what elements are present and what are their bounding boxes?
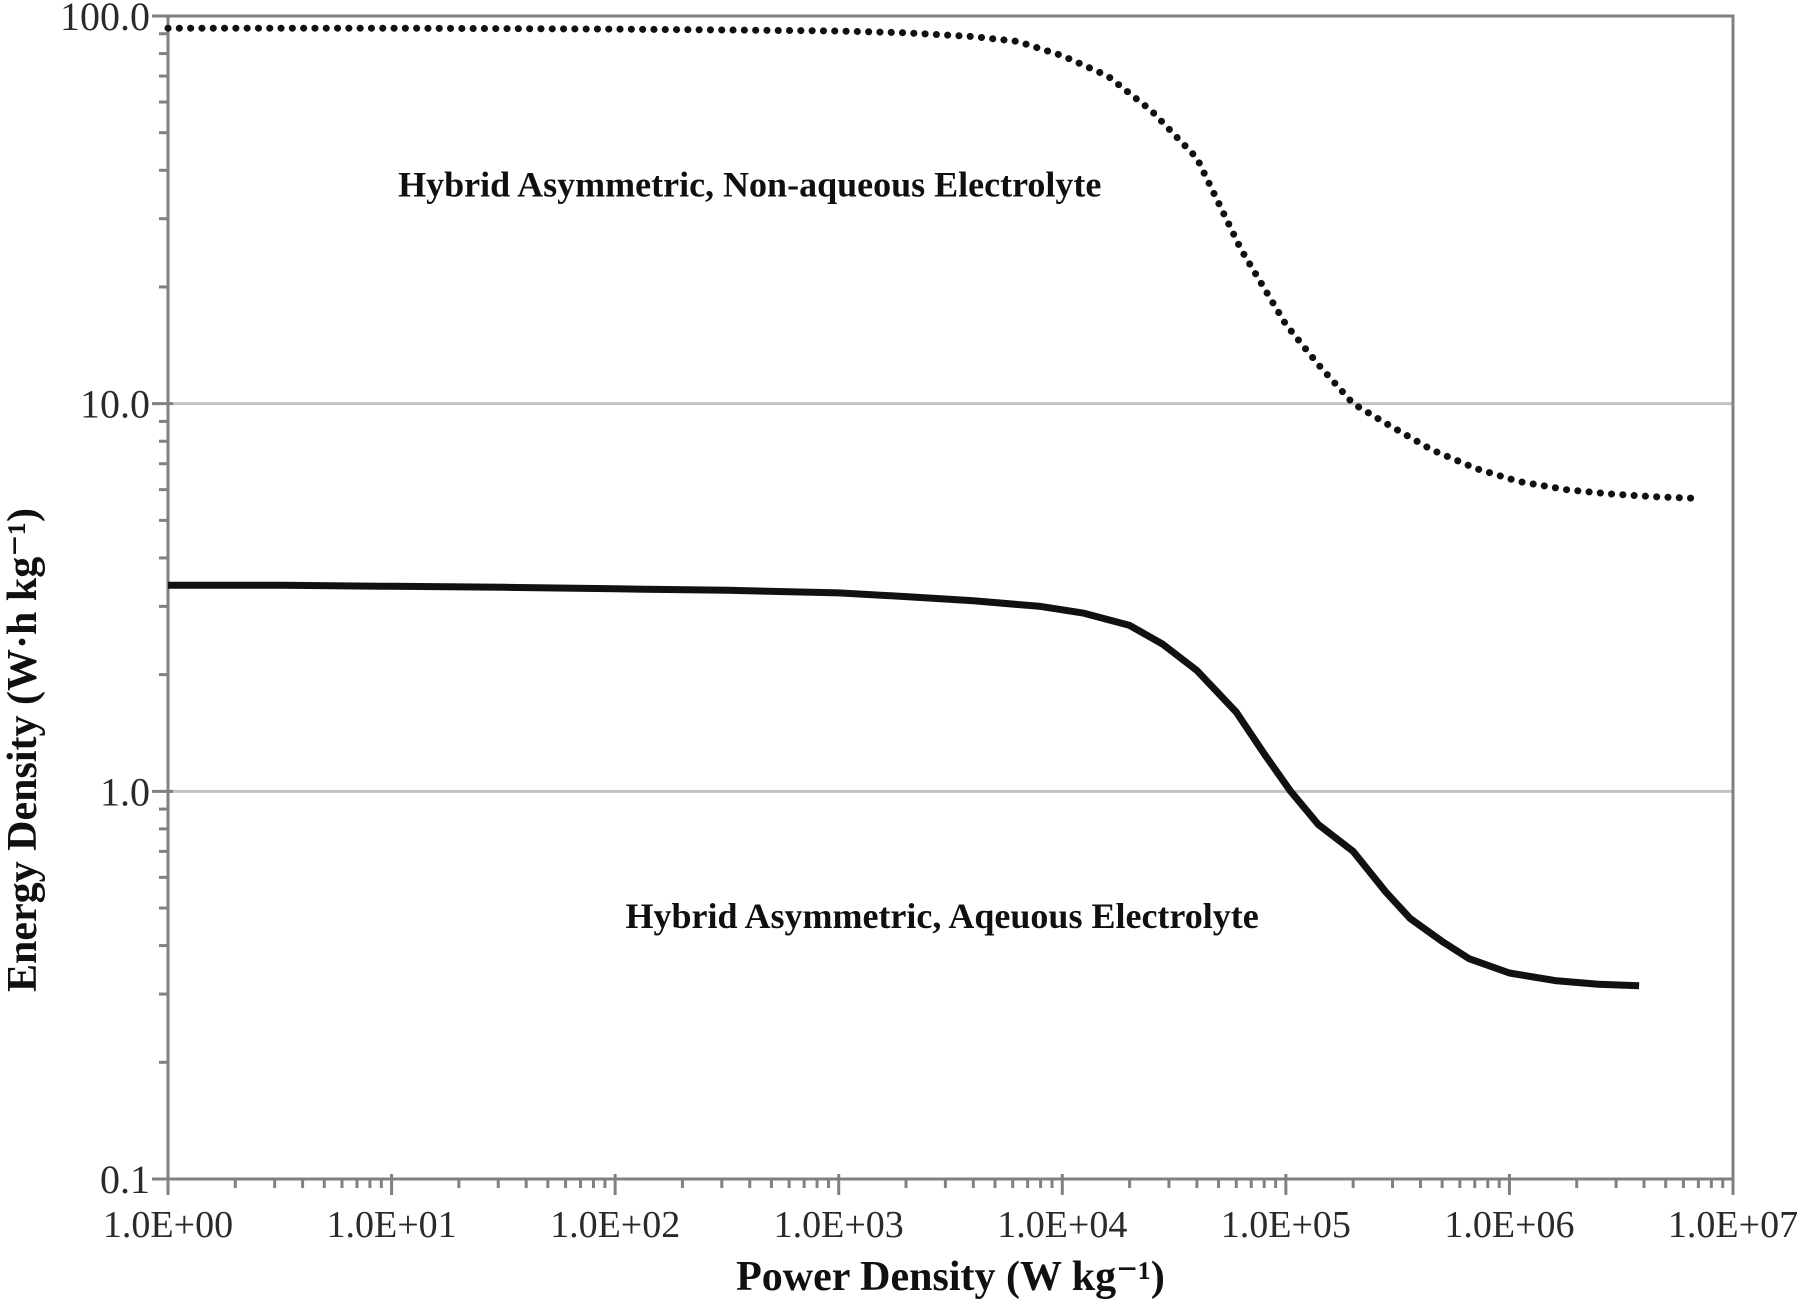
gridlines	[168, 402, 1733, 793]
axis-ticks	[152, 14, 1735, 1195]
curve-label-non-aqueous: Hybrid Asymmetric, Non-aqueous Electroly…	[398, 164, 1101, 204]
data-series	[164, 24, 1700, 990]
x-tick-label: 1.0E+06	[1444, 1204, 1574, 1246]
series-aqueous	[168, 581, 1640, 990]
x-tick-label: 1.0E+02	[550, 1204, 680, 1246]
y-axis-title: Energy Density (W·h kg⁻¹)	[0, 508, 46, 992]
plot-border	[166, 14, 1735, 1181]
x-axis-title: Power Density (W kg⁻¹)	[736, 1254, 1165, 1300]
axis-tick-labels: 1.0E+00 1.0E+01 1.0E+02 1.0E+03 1.0E+04 1.0E+…	[60, 0, 1798, 1246]
x-tick-label: 1.0E+03	[774, 1204, 904, 1246]
y-tick-label: 10.0	[80, 382, 150, 427]
x-tick-label: 1.0E+04	[997, 1204, 1127, 1246]
y-tick-label: 1.0	[100, 769, 150, 814]
series-non-aqueous	[164, 24, 1700, 502]
x-tick-label: 1.0E+07	[1668, 1204, 1798, 1246]
curve-label-aqueous: Hybrid Asymmetric, Aqeuous Electrolyte	[625, 896, 1258, 936]
x-tick-label: 1.0E+01	[326, 1204, 456, 1246]
x-tick-label: 1.0E+00	[103, 1204, 233, 1246]
y-tick-label: 100.0	[60, 0, 150, 39]
y-tick-label: 0.1	[100, 1157, 150, 1202]
x-tick-label: 1.0E+05	[1221, 1204, 1351, 1246]
